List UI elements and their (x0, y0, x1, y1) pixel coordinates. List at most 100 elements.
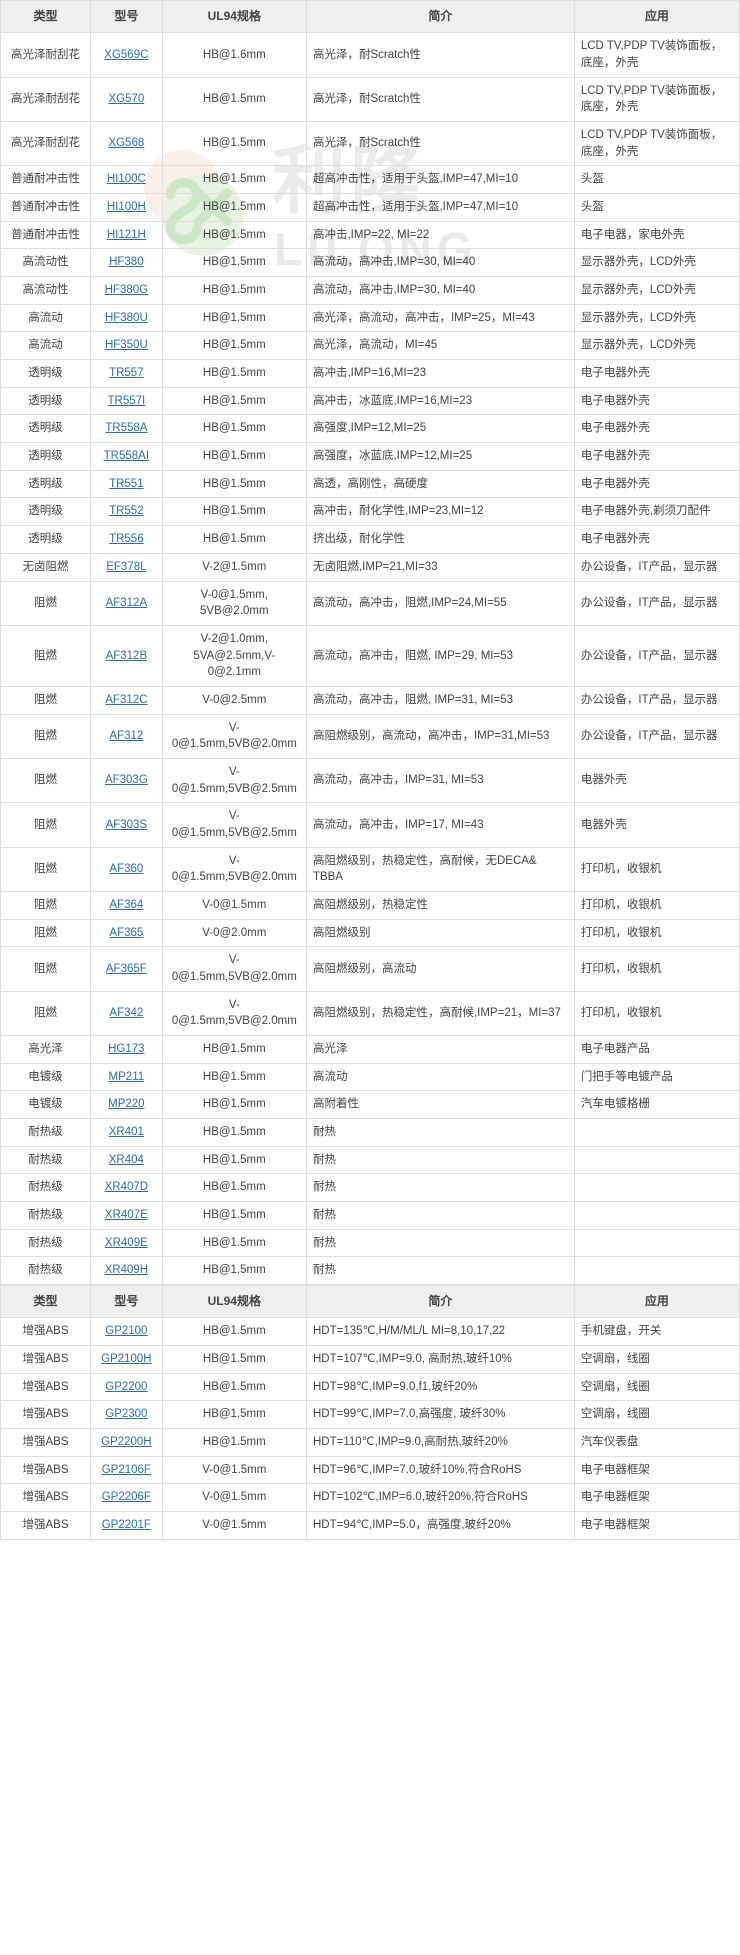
model-link[interactable]: XR404 (108, 1153, 144, 1166)
table-row: 透明级 TR551 HB@1.5mm 高透，高刚性，高硬度 电子电器外壳 (0, 469, 740, 499)
model-link[interactable]: HI100C (106, 173, 146, 186)
table-row: 耐热级 XR409E HB@1.5mm 耐热 (0, 1228, 740, 1258)
model-link[interactable]: GP2300 (105, 1408, 148, 1421)
cell-application: 办公设备，IT产品，显示器 (573, 685, 740, 715)
model-link[interactable]: GP2206F (101, 1491, 151, 1504)
model-link[interactable]: TR557 (109, 367, 144, 380)
model-link[interactable]: XG570 (108, 93, 145, 106)
model-link[interactable]: GP2100 (105, 1325, 148, 1338)
model-link[interactable]: AF360 (109, 862, 144, 875)
cell-description: 高强度，冰蓝底,IMP=12,MI=25 (305, 442, 575, 471)
model-link[interactable]: XG569C (104, 48, 149, 61)
table-row: 增强ABS GP2100H HB@1.5mm HDT=107℃,IMP=9.0, 高耐… (0, 1345, 740, 1374)
cell-ul94: HB@1.6mm (161, 32, 307, 78)
model-link[interactable]: TR551 (109, 477, 144, 490)
cell-type: 透明级 (0, 469, 92, 499)
model-link[interactable]: EF378L (106, 560, 147, 573)
cell-description: 耐热 (305, 1228, 575, 1258)
model-link[interactable]: HF350U (104, 339, 148, 352)
cell-ul94: HB@1.5mm (161, 469, 307, 499)
model-link[interactable]: MP211 (108, 1070, 145, 1083)
table-row: 透明级 TR557 HB@1.5mm 高冲击,IMP=16,MI=23 电子电器外壳 (0, 359, 740, 388)
table-row: 高流动性 HF380G HB@1.5mm 高流动，高冲击,IMP=30, MI=40 显… (0, 276, 740, 305)
model-link[interactable]: HF380 (109, 256, 144, 269)
model-link[interactable]: AF342 (109, 1006, 144, 1019)
cell-ul94: V-0@1.5mm (161, 1455, 307, 1485)
model-link[interactable]: TR558AI (103, 450, 150, 463)
cell-model: XR409H (90, 1256, 163, 1285)
cell-model: XR407D (90, 1173, 163, 1202)
model-link[interactable]: XR409H (104, 1264, 149, 1277)
cell-description: 超高冲击性，适用于头盔,IMP=47,MI=10 (305, 165, 575, 195)
model-link[interactable]: AF312B (105, 649, 148, 662)
model-link[interactable]: TR557I (107, 394, 146, 407)
table-row: 阻燃 AF312A V-0@1.5mm, 5VB@2.0mm 高流动，高冲击，阻燃,I… (0, 580, 740, 626)
cell-model: XR407E (90, 1200, 163, 1230)
table-row: 阻燃 AF303S V-0@1.5mm,5VB@2.5mm 高流动，高冲击，IMP=1… (0, 802, 740, 848)
model-link[interactable]: GP2100H (101, 1353, 152, 1366)
cell-description: 高阻燃级别，热稳定性，高耐候,IMP=21，MI=37 (305, 990, 575, 1036)
cell-ul94: HB@1.5mm (161, 1317, 307, 1347)
model-link[interactable]: HF380G (104, 284, 149, 297)
table-row: 高光泽耐刮花 XG570 HB@1.5mm 高光泽，耐Scratch性 LCD TV,P… (0, 76, 740, 123)
cell-description: HDT=107℃,IMP=9.0, 高耐热,玻纤10% (305, 1345, 575, 1374)
model-link[interactable]: AF365F (105, 962, 147, 975)
cell-type: 增强ABS (0, 1428, 92, 1457)
cell-model: MP220 (90, 1090, 163, 1119)
cell-type: 增强ABS (0, 1400, 92, 1430)
model-link[interactable]: AF312C (105, 693, 148, 706)
cell-application: 空调扇，线圈 (573, 1400, 740, 1430)
table-row: 高光泽耐刮花 XG569C HB@1.6mm 高光泽，耐Scratch性 LCD TV,… (0, 32, 740, 78)
cell-description: 高阻燃级别，热稳定性 (305, 890, 575, 920)
cell-ul94: V-0@1.5mm,5VB@2.0mm (161, 990, 307, 1036)
model-link[interactable]: XR407D (104, 1181, 149, 1194)
cell-application: 电子电器，家电外壳 (573, 220, 740, 250)
cell-ul94: HB@1.5mm (161, 165, 307, 195)
model-link[interactable]: AF312 (109, 729, 144, 742)
cell-application: 空调扇，线圈 (573, 1372, 740, 1402)
cell-model: TR558AI (90, 442, 163, 471)
abs-grades-table-1: 类型 型号 UL94规格 简介 应用 高光泽耐刮花 XG569C HB@1.6mm 高… (0, 0, 740, 1285)
model-link[interactable]: HF380U (104, 311, 148, 324)
cell-description: 高冲击,IMP=16,MI=23 (305, 359, 575, 388)
table-row: 电镀级 MP211 HB@1.5mm 高流动 门把手等电镀产品 (0, 1062, 740, 1092)
model-link[interactable]: GP2200H (101, 1436, 152, 1449)
table-row: 阻燃 AF360 V-0@1.5mm,5VB@2.0mm 高阻燃级别，热稳定性，高耐候… (0, 846, 740, 892)
cell-ul94: HB@1.5mm (161, 1400, 307, 1430)
model-link[interactable]: AF365 (109, 926, 144, 939)
cell-type: 高流动性 (0, 276, 92, 305)
model-link[interactable]: AF303S (105, 818, 148, 831)
cell-ul94: HB@1.5mm (161, 1062, 307, 1092)
cell-ul94: HB@1.5mm (161, 276, 307, 305)
cell-description: 耐热 (305, 1117, 575, 1147)
cell-description: HDT=99℃,IMP=7.0,高强度, 玻纤30% (305, 1400, 575, 1430)
model-link[interactable]: XR401 (108, 1125, 144, 1138)
model-link[interactable]: XG568 (108, 137, 145, 150)
cell-type: 高光泽 (0, 1034, 92, 1064)
cell-application: 电子电器外壳 (573, 359, 740, 388)
table-row: 阻燃 AF312B V-2@1.0mm, 5VA@2.5mm,V-0@2.1mm 高流… (0, 624, 740, 687)
cell-ul94: V-0@1.5mm,5VB@2.5mm (161, 802, 307, 848)
model-link[interactable]: XR409E (104, 1236, 148, 1249)
model-link[interactable]: TR558A (105, 422, 148, 435)
cell-model: GP2200 (90, 1372, 163, 1402)
table-row: 透明级 TR552 HB@1.5mm 高冲击，耐化学性,IMP=23,MI=12 电子电… (0, 497, 740, 527)
model-link[interactable]: HI100H (106, 201, 146, 214)
model-link[interactable]: AF312A (105, 596, 148, 609)
model-link[interactable]: GP2200 (105, 1380, 148, 1393)
cell-model: TR558A (90, 414, 163, 444)
model-link[interactable]: MP220 (108, 1098, 145, 1111)
model-link[interactable]: HG173 (108, 1042, 145, 1055)
model-link[interactable]: TR552 (109, 505, 144, 518)
cell-application: 打印机，收银机 (573, 990, 740, 1036)
model-link[interactable]: GP2201F (101, 1519, 151, 1532)
model-link[interactable]: XR407E (104, 1208, 148, 1221)
model-link[interactable]: AF303G (104, 774, 148, 787)
cell-application: 打印机，收银机 (573, 946, 740, 992)
model-link[interactable]: GP2106F (101, 1463, 151, 1476)
model-link[interactable]: HI121H (106, 228, 146, 241)
cell-type: 无卤阻燃 (0, 552, 92, 582)
model-link[interactable]: AF364 (109, 898, 144, 911)
model-link[interactable]: TR556 (109, 533, 144, 546)
cell-description: 高光泽，高流动，高冲击，IMP=25，MI=43 (305, 303, 575, 333)
